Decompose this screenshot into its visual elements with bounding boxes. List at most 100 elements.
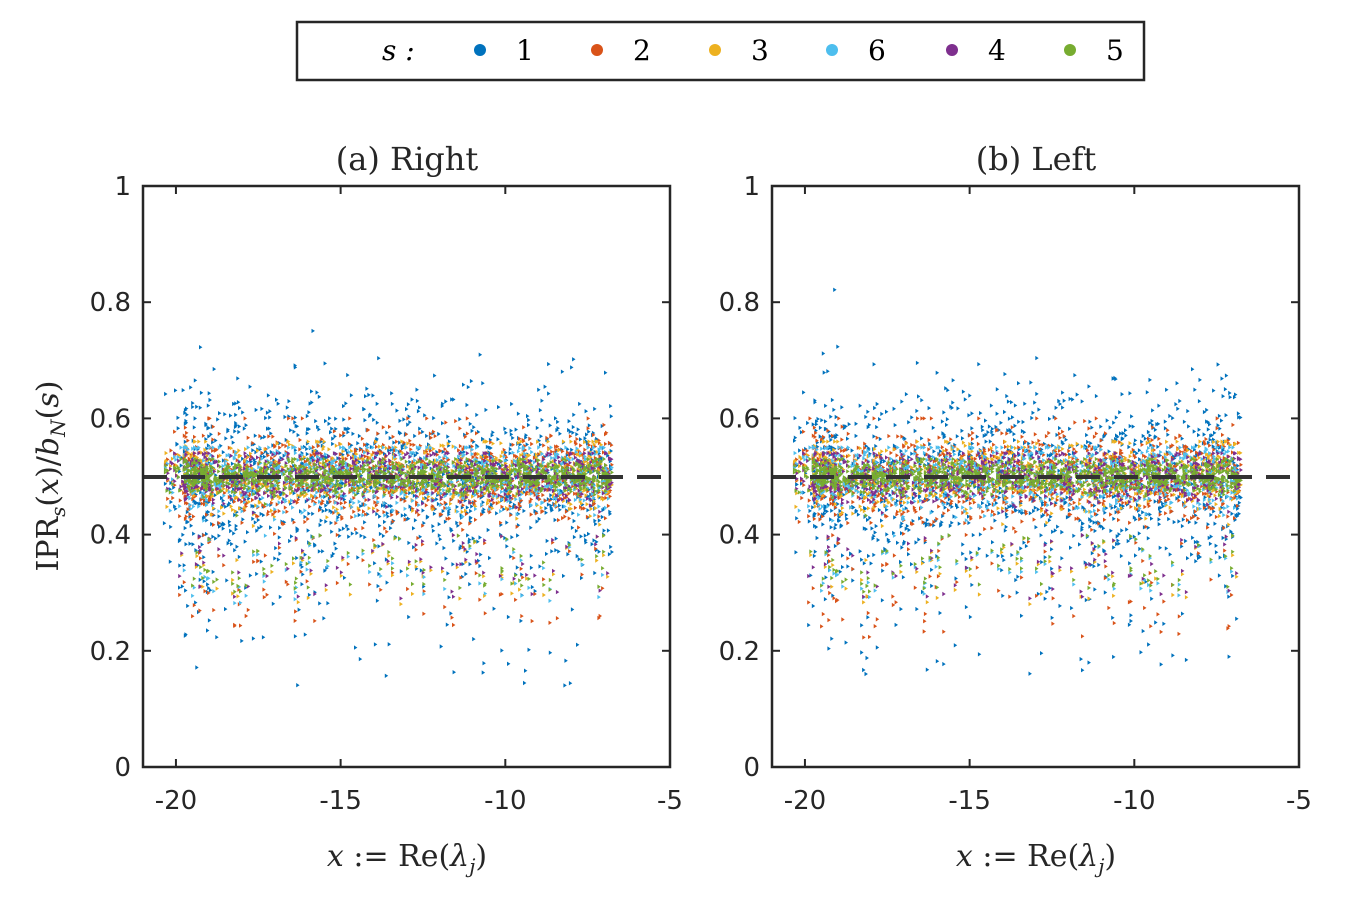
point [480, 512, 484, 517]
point [593, 570, 597, 576]
point [572, 534, 577, 540]
point [606, 571, 610, 576]
point [277, 500, 282, 505]
point [473, 499, 478, 504]
point [295, 526, 299, 531]
point [483, 611, 488, 616]
point [535, 425, 540, 431]
point [251, 523, 256, 529]
point [597, 504, 601, 509]
point [305, 446, 309, 452]
point [319, 518, 324, 523]
point [293, 634, 298, 639]
point [542, 592, 546, 598]
point [509, 428, 513, 433]
point [500, 648, 504, 653]
point [597, 615, 601, 621]
point [211, 534, 215, 539]
point [328, 494, 333, 500]
point [313, 618, 317, 624]
point [412, 493, 417, 498]
point [389, 525, 393, 531]
point [592, 432, 596, 438]
point [521, 561, 525, 567]
point [373, 642, 378, 647]
point [341, 481, 346, 486]
point [539, 434, 543, 439]
point [270, 508, 274, 513]
point [525, 492, 529, 497]
point [218, 464, 223, 469]
point [264, 415, 268, 421]
point [471, 454, 475, 460]
point [548, 598, 552, 603]
point [528, 446, 532, 451]
point [406, 573, 410, 578]
point [217, 533, 221, 538]
point [237, 429, 241, 435]
point [463, 434, 468, 440]
point [597, 518, 602, 523]
point [568, 549, 572, 554]
point [507, 661, 511, 666]
point [383, 451, 387, 456]
point [526, 413, 530, 419]
point [217, 553, 221, 558]
point [506, 614, 511, 620]
point [587, 429, 591, 434]
point [262, 587, 266, 592]
point [181, 388, 186, 393]
point [269, 431, 273, 436]
point [231, 440, 236, 445]
point [458, 443, 463, 449]
point [198, 608, 202, 613]
point [570, 447, 574, 453]
point [549, 434, 553, 439]
point [294, 590, 298, 595]
point [182, 580, 187, 585]
point [514, 581, 518, 586]
point [233, 622, 237, 628]
point [408, 420, 412, 425]
point [431, 528, 436, 533]
point [204, 422, 208, 428]
point [502, 507, 506, 512]
point [470, 447, 474, 452]
point [271, 434, 275, 439]
point [357, 433, 362, 439]
point [461, 527, 465, 532]
legend-marker-3 [709, 44, 721, 56]
point [604, 495, 608, 501]
point [587, 531, 591, 537]
point [205, 531, 209, 537]
point [421, 539, 425, 544]
point [239, 490, 243, 496]
point [556, 444, 560, 449]
point [198, 405, 203, 410]
point [604, 370, 608, 375]
point [505, 520, 509, 525]
point [582, 498, 587, 503]
point [306, 427, 310, 432]
point [367, 506, 371, 511]
point [230, 541, 234, 547]
point [414, 542, 419, 548]
point [419, 568, 424, 573]
point [348, 499, 353, 505]
point [399, 601, 403, 607]
point [341, 455, 345, 460]
point [355, 530, 359, 536]
point [363, 535, 367, 540]
point [515, 565, 520, 570]
point [203, 447, 207, 453]
point [454, 445, 458, 450]
point [207, 576, 211, 581]
point [376, 431, 380, 436]
point [327, 421, 331, 427]
point [234, 401, 238, 406]
point [222, 501, 226, 506]
point [372, 450, 376, 456]
point [233, 548, 237, 553]
point [602, 450, 606, 455]
point [490, 451, 494, 456]
